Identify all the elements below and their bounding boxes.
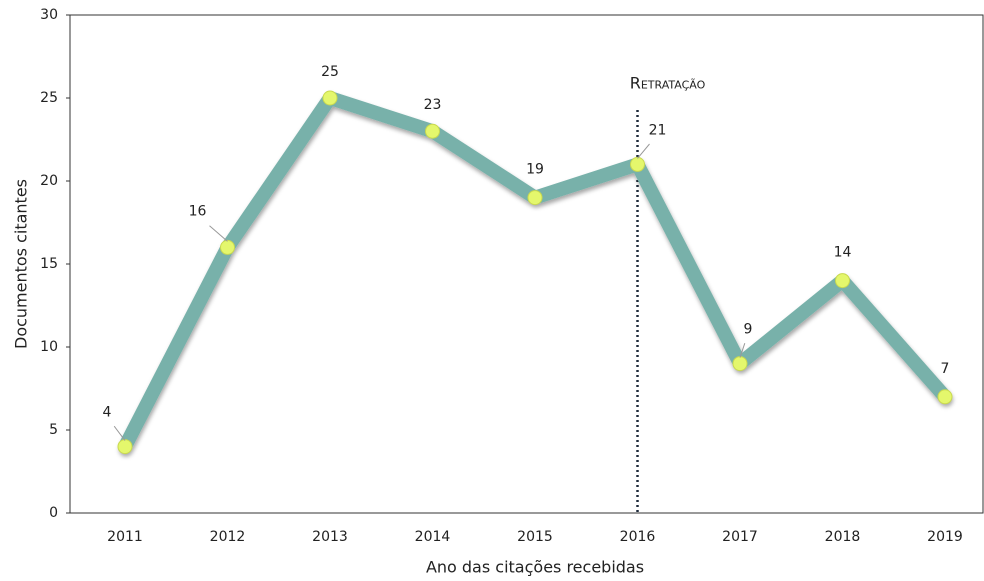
data-label: 9 <box>744 322 753 338</box>
x-axis-label: Ano das citações recebidas <box>426 558 644 577</box>
data-point <box>937 389 953 405</box>
y-tick-label: 15 <box>40 256 58 272</box>
annotation-label: Retratação <box>630 74 706 93</box>
x-tick-label: 2012 <box>210 529 246 545</box>
x-tick-label: 2018 <box>825 529 861 545</box>
leader-line <box>637 143 650 159</box>
data-point <box>117 439 133 455</box>
x-tick-label: 2017 <box>722 529 758 545</box>
x-tick-label: 2014 <box>415 529 451 545</box>
data-label: 14 <box>834 245 852 261</box>
leader-line <box>209 225 228 242</box>
y-axis-label: Documentos citantes <box>12 179 31 349</box>
x-tick-label: 2011 <box>107 529 143 545</box>
y-tick-label: 25 <box>40 90 58 106</box>
data-point <box>630 156 645 172</box>
data-label: 23 <box>424 97 442 113</box>
data-label: 25 <box>321 64 339 80</box>
x-tick-label: 2013 <box>312 529 348 545</box>
data-label: 16 <box>189 203 207 219</box>
data-label: 4 <box>103 405 112 421</box>
data-point <box>732 356 748 372</box>
y-tick-label: 10 <box>40 339 58 355</box>
y-tick-label: 20 <box>40 173 58 189</box>
series-line <box>118 91 952 454</box>
leader-line <box>739 343 746 358</box>
data-point <box>527 190 543 206</box>
data-point <box>425 123 440 139</box>
y-tick-label: 30 <box>40 7 58 23</box>
x-tick-label: 2019 <box>927 529 963 545</box>
x-tick-label: 2016 <box>620 529 656 545</box>
plot-frame <box>69 14 984 514</box>
data-label: 21 <box>649 122 667 138</box>
y-tick-label: 5 <box>49 422 58 438</box>
data-label: 19 <box>526 162 544 178</box>
y-tick-label: 0 <box>49 505 58 521</box>
data-point <box>322 90 338 106</box>
data-label: 7 <box>941 361 950 377</box>
data-point <box>220 239 235 255</box>
leader-line <box>113 425 126 441</box>
x-tick-label: 2015 <box>517 529 553 545</box>
data-point <box>835 273 850 289</box>
